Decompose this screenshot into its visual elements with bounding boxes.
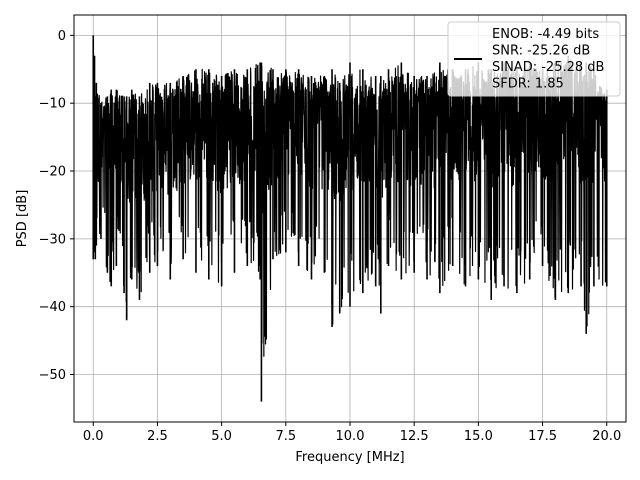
- y-tick-label: −30: [39, 232, 66, 247]
- y-tick-label: −40: [39, 300, 66, 315]
- y-axis-label: PSD [dB]: [15, 190, 30, 248]
- legend-entry-sinad: SINAD: -25.28 dB: [492, 60, 604, 75]
- x-tick-label: 5.0: [211, 429, 232, 444]
- y-tick-label: 0: [58, 29, 66, 44]
- x-tick-label: 2.5: [147, 429, 168, 444]
- legend-box: [447, 21, 621, 97]
- x-axis-label: Frequency [MHz]: [295, 450, 404, 465]
- x-tick-label: 0.0: [83, 429, 104, 444]
- legend: ENOB: -4.49 bits SNR: -25.26 dB SINAD: -…: [447, 21, 621, 97]
- y-axis-ticks: 0 −10 −20 −30 −40 −50: [39, 29, 74, 383]
- y-tick-label: −10: [39, 97, 66, 112]
- legend-entry-enob: ENOB: -4.49 bits: [492, 27, 599, 42]
- x-axis-ticks: 0.0 2.5 5.0 7.5 10.0 12.5 15.0 17.5 20.0: [83, 422, 621, 444]
- x-tick-label: 20.0: [592, 429, 621, 444]
- y-tick-label: −50: [39, 368, 66, 383]
- legend-entry-snr: SNR: -25.26 dB: [492, 44, 590, 59]
- x-tick-label: 10.0: [336, 429, 365, 444]
- x-tick-label: 15.0: [464, 429, 493, 444]
- x-tick-label: 7.5: [275, 429, 296, 444]
- x-tick-label: 12.5: [400, 429, 429, 444]
- y-tick-label: −20: [39, 165, 66, 180]
- psd-series: [92, 35, 608, 402]
- legend-entry-sfdr: SFDR: 1.85: [492, 77, 564, 92]
- x-tick-label: 17.5: [528, 429, 557, 444]
